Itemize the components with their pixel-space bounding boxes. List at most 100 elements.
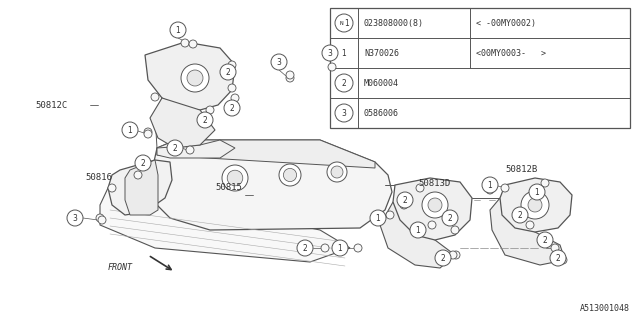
Text: 1: 1	[338, 244, 342, 253]
Text: 2: 2	[203, 116, 207, 125]
Polygon shape	[380, 202, 455, 268]
Text: 2: 2	[230, 104, 234, 113]
Circle shape	[222, 165, 248, 191]
Text: 2: 2	[518, 211, 522, 220]
Circle shape	[332, 240, 348, 256]
Circle shape	[410, 222, 426, 238]
Text: N: N	[339, 21, 343, 26]
Circle shape	[108, 184, 116, 192]
Circle shape	[228, 104, 236, 112]
Circle shape	[134, 171, 142, 179]
Circle shape	[501, 184, 509, 192]
Circle shape	[512, 207, 528, 223]
Text: 3: 3	[328, 49, 332, 58]
Text: 1: 1	[488, 181, 492, 190]
Polygon shape	[100, 188, 350, 262]
Circle shape	[187, 70, 203, 86]
Text: 3: 3	[276, 58, 282, 67]
Circle shape	[326, 49, 334, 57]
Text: 2: 2	[303, 244, 307, 253]
Circle shape	[327, 162, 347, 182]
Circle shape	[452, 251, 460, 259]
Polygon shape	[393, 178, 472, 240]
Circle shape	[486, 186, 494, 194]
Circle shape	[521, 191, 549, 219]
Text: 1: 1	[127, 126, 132, 135]
Text: 2: 2	[543, 236, 547, 245]
Circle shape	[144, 130, 152, 138]
Circle shape	[286, 74, 294, 82]
Text: 2: 2	[556, 254, 561, 263]
Circle shape	[228, 61, 236, 69]
Circle shape	[197, 112, 213, 128]
Circle shape	[227, 170, 243, 186]
Text: 2: 2	[440, 254, 445, 263]
Polygon shape	[125, 160, 158, 215]
Text: 2: 2	[141, 159, 145, 168]
Circle shape	[554, 254, 562, 262]
Circle shape	[321, 244, 329, 252]
Circle shape	[328, 63, 336, 71]
Text: 1: 1	[534, 188, 540, 197]
Text: 2: 2	[447, 214, 452, 223]
Polygon shape	[157, 140, 375, 168]
Circle shape	[559, 256, 567, 264]
Circle shape	[228, 84, 236, 92]
Circle shape	[144, 128, 152, 136]
Circle shape	[96, 214, 104, 222]
Text: 0586006: 0586006	[364, 109, 399, 118]
Circle shape	[335, 104, 353, 122]
Text: N370026: N370026	[364, 49, 399, 58]
Circle shape	[189, 40, 197, 48]
Polygon shape	[500, 178, 572, 232]
Text: < -00MY0002): < -00MY0002)	[476, 19, 536, 28]
Circle shape	[286, 71, 294, 79]
Polygon shape	[150, 140, 392, 230]
Text: 50812C: 50812C	[35, 100, 67, 109]
Text: 1: 1	[376, 214, 380, 223]
Circle shape	[135, 155, 151, 171]
Circle shape	[400, 201, 408, 209]
Polygon shape	[108, 160, 172, 215]
Text: 2: 2	[403, 196, 408, 205]
Polygon shape	[145, 42, 235, 110]
Circle shape	[541, 238, 549, 246]
Circle shape	[98, 216, 106, 224]
Circle shape	[224, 100, 240, 116]
Circle shape	[322, 45, 338, 61]
Circle shape	[526, 221, 534, 229]
Circle shape	[528, 198, 542, 212]
Circle shape	[442, 210, 458, 226]
Circle shape	[354, 244, 362, 252]
Circle shape	[551, 244, 559, 252]
Circle shape	[537, 232, 553, 248]
Text: 1: 1	[342, 49, 346, 58]
Polygon shape	[150, 98, 215, 148]
Circle shape	[167, 140, 183, 156]
Circle shape	[170, 22, 186, 38]
Text: 1: 1	[415, 226, 420, 235]
Text: 023808000(8): 023808000(8)	[364, 19, 424, 28]
Circle shape	[529, 184, 545, 200]
Circle shape	[386, 211, 394, 219]
Text: 3: 3	[72, 214, 77, 223]
Text: 1: 1	[344, 19, 349, 28]
Polygon shape	[490, 198, 565, 265]
Text: 50815: 50815	[215, 183, 242, 193]
Circle shape	[186, 146, 194, 154]
Circle shape	[151, 93, 159, 101]
Circle shape	[449, 214, 457, 222]
Text: 50816: 50816	[85, 173, 112, 182]
Text: FRONT: FRONT	[108, 263, 133, 273]
Circle shape	[231, 94, 239, 102]
Circle shape	[331, 166, 343, 178]
Text: M060004: M060004	[364, 79, 399, 88]
Circle shape	[428, 221, 436, 229]
Circle shape	[482, 177, 498, 193]
Circle shape	[541, 179, 549, 187]
Text: 3: 3	[342, 109, 346, 118]
Circle shape	[284, 168, 296, 181]
Circle shape	[428, 198, 442, 212]
Text: 50812B: 50812B	[505, 165, 537, 174]
Circle shape	[181, 64, 209, 92]
